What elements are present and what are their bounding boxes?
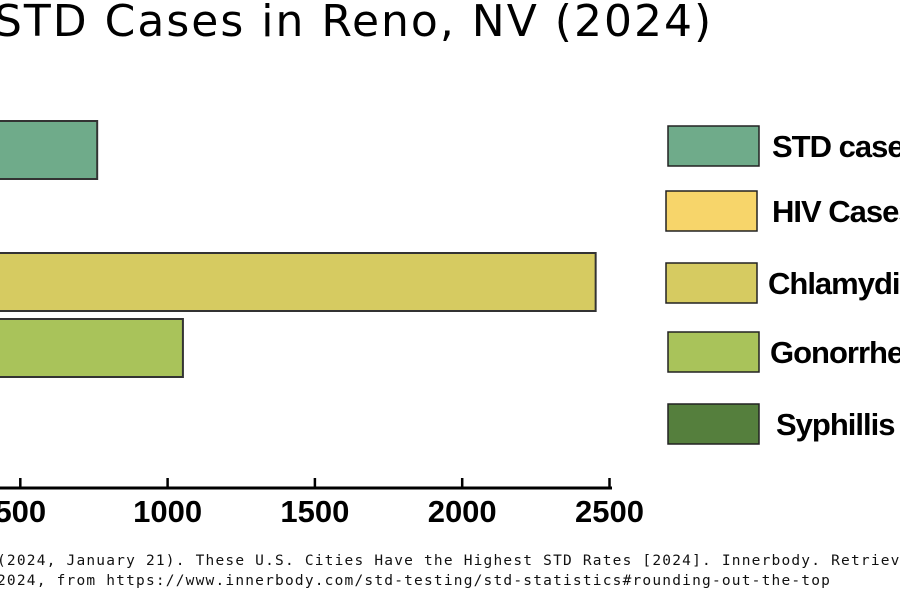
x-tick-label: 2000 bbox=[428, 494, 497, 529]
bar-std-cases bbox=[0, 120, 99, 180]
legend-swatch bbox=[667, 125, 760, 167]
legend-swatch bbox=[665, 190, 758, 232]
chart-title: STD Cases in Reno, NV (2024) bbox=[0, 0, 713, 47]
legend-label: HIV Cases bbox=[772, 194, 900, 229]
legend-label: Chlamydia bbox=[768, 266, 900, 301]
legend-label: Gonorrhea bbox=[770, 335, 900, 370]
legend-item: Gonorrhea bbox=[667, 331, 900, 373]
legend-item: HIV Cases bbox=[665, 190, 900, 232]
legend-swatch bbox=[665, 262, 758, 304]
x-tick-label: 2500 bbox=[575, 494, 644, 529]
citation-line-1: (2024, January 21). These U.S. Cities Ha… bbox=[0, 553, 900, 569]
x-tick-label: 500 bbox=[0, 494, 46, 529]
legend-item: STD cases bbox=[667, 125, 900, 167]
x-tick-label: 1000 bbox=[133, 494, 202, 529]
legend-item: Syphillis bbox=[667, 403, 895, 445]
citation-line-2: 2024, from https://www.innerbody.com/std… bbox=[0, 573, 831, 589]
bar-gonorrhea bbox=[0, 318, 184, 378]
legend-swatch bbox=[667, 403, 760, 445]
legend-label: Syphillis bbox=[776, 407, 894, 442]
legend-item: Chlamydia bbox=[665, 262, 900, 304]
legend-label: STD cases bbox=[772, 129, 900, 164]
bar-chlamydia bbox=[0, 252, 597, 312]
x-tick-label: 1500 bbox=[280, 494, 349, 529]
legend-swatch bbox=[667, 331, 760, 373]
